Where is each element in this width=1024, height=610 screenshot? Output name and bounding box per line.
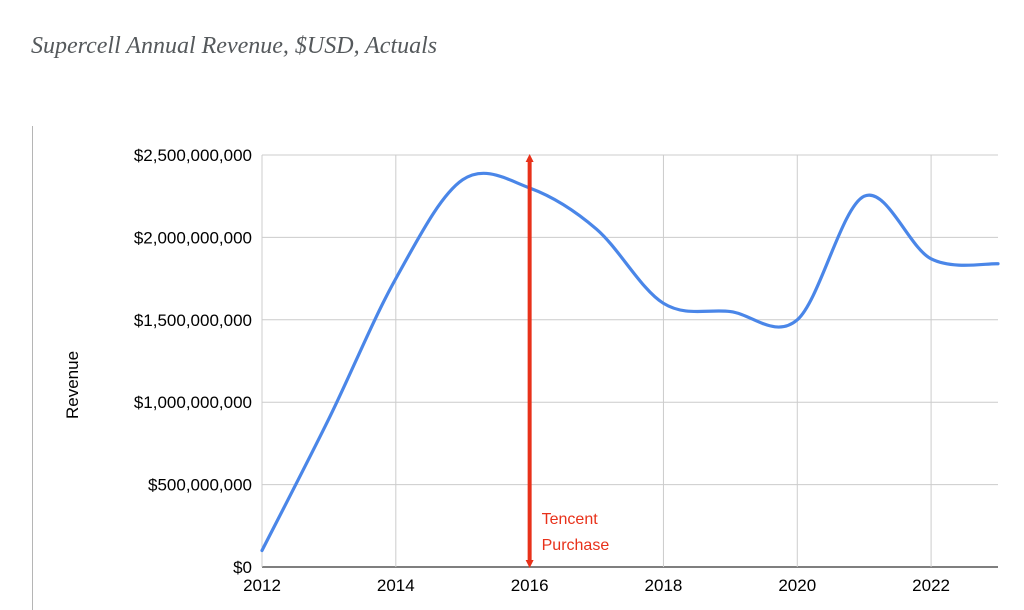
y-tick-label: $500,000,000 xyxy=(148,476,252,495)
y-tick-labels: $0 $500,000,000 $1,000,000,000 $1,500,000,0… xyxy=(134,146,252,577)
x-tick-label: 2022 xyxy=(912,576,950,595)
annotation-layer: Tencent Purchase xyxy=(525,154,610,568)
x-tick-label: 2016 xyxy=(511,576,549,595)
y-tick-label: $0 xyxy=(233,558,252,577)
y-axis-title: Revenue xyxy=(63,351,82,419)
x-tick-label: 2020 xyxy=(778,576,816,595)
x-tick-labels: 2012 2014 2016 2018 2020 2022 xyxy=(243,576,950,595)
series-layer xyxy=(260,171,1000,553)
x-tick-label: 2018 xyxy=(645,576,683,595)
page-title: Supercell Annual Revenue, $USD, Actuals xyxy=(31,33,438,59)
marker-arrowhead-top xyxy=(525,154,534,162)
annotation-label: Tencent xyxy=(542,511,599,528)
grid-layer xyxy=(261,154,998,568)
left-divider-rule xyxy=(32,126,33,610)
y-tick-label: $1,500,000,000 xyxy=(134,311,252,330)
x-tick-label: 2012 xyxy=(243,576,281,595)
revenue-series-line xyxy=(260,171,1000,553)
y-tick-label: $2,500,000,000 xyxy=(134,146,252,165)
x-tick-label: 2014 xyxy=(377,576,415,595)
annotation-label: Purchase xyxy=(542,537,610,554)
y-tick-label: $1,000,000,000 xyxy=(134,393,252,412)
y-tick-label: $2,000,000,000 xyxy=(134,228,252,247)
marker-arrowhead-bottom xyxy=(525,560,534,568)
